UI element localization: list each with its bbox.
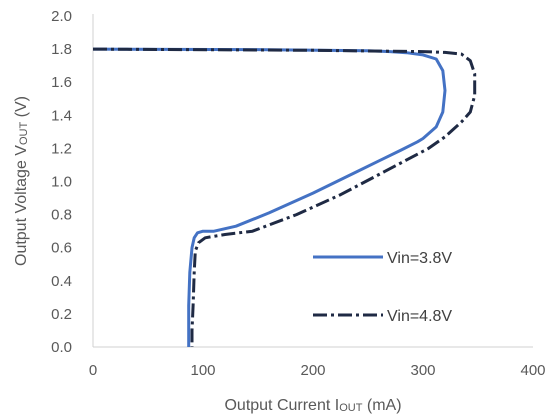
y-tick-label: 1.8 <box>51 41 72 58</box>
y-tick-label: 1.6 <box>51 74 72 91</box>
y-tick-label: 0.4 <box>51 273 72 290</box>
y-tick-label: 1.4 <box>51 107 72 124</box>
legend-label-vin-4-8: Vin=4.8V <box>387 308 452 325</box>
y-tick-label: 0.8 <box>51 207 72 224</box>
legend: Vin=3.8V Vin=4.8V <box>313 250 452 325</box>
y-axis-title: Output Voltage VOUT (V) <box>13 96 30 266</box>
y-axis-title-sub: OUT <box>18 122 30 146</box>
x-tick-label: 300 <box>410 362 435 379</box>
y-tick-label: 0.6 <box>51 240 72 257</box>
x-tick-label: 100 <box>190 362 215 379</box>
x-tick-labels: 0 100 200 300 400 <box>89 362 546 379</box>
y-axis-title-main: Output Voltage V <box>13 145 30 266</box>
legend-label-vin-3-8: Vin=3.8V <box>387 250 452 267</box>
x-axis-title-unit: (mA) <box>362 397 401 414</box>
y-tick-label: 0.2 <box>51 306 72 323</box>
y-axis-title-unit: (V) <box>13 96 30 122</box>
series-line-vin-4-8 <box>92 47 477 347</box>
y-tick-labels: 0.0 0.2 0.4 0.6 0.8 1.0 1.2 1.4 1.6 1.8 2.0 <box>51 8 72 356</box>
x-tick-label: 200 <box>300 362 325 379</box>
y-tick-label: 0.0 <box>51 339 72 356</box>
x-axis-title: Output Current IOUT (mA) <box>224 397 401 414</box>
y-tick-label: 1.2 <box>51 140 72 157</box>
x-axis-title-main: Output Current I <box>224 397 339 414</box>
series-layer <box>92 47 477 347</box>
x-axis-title-sub: OUT <box>339 402 363 414</box>
y-tick-label: 1.0 <box>51 174 72 191</box>
series-line-vin-3-8 <box>92 47 447 347</box>
x-tick-label: 0 <box>89 362 97 379</box>
x-tick-label: 400 <box>520 362 545 379</box>
y-tick-label: 2.0 <box>51 8 72 25</box>
